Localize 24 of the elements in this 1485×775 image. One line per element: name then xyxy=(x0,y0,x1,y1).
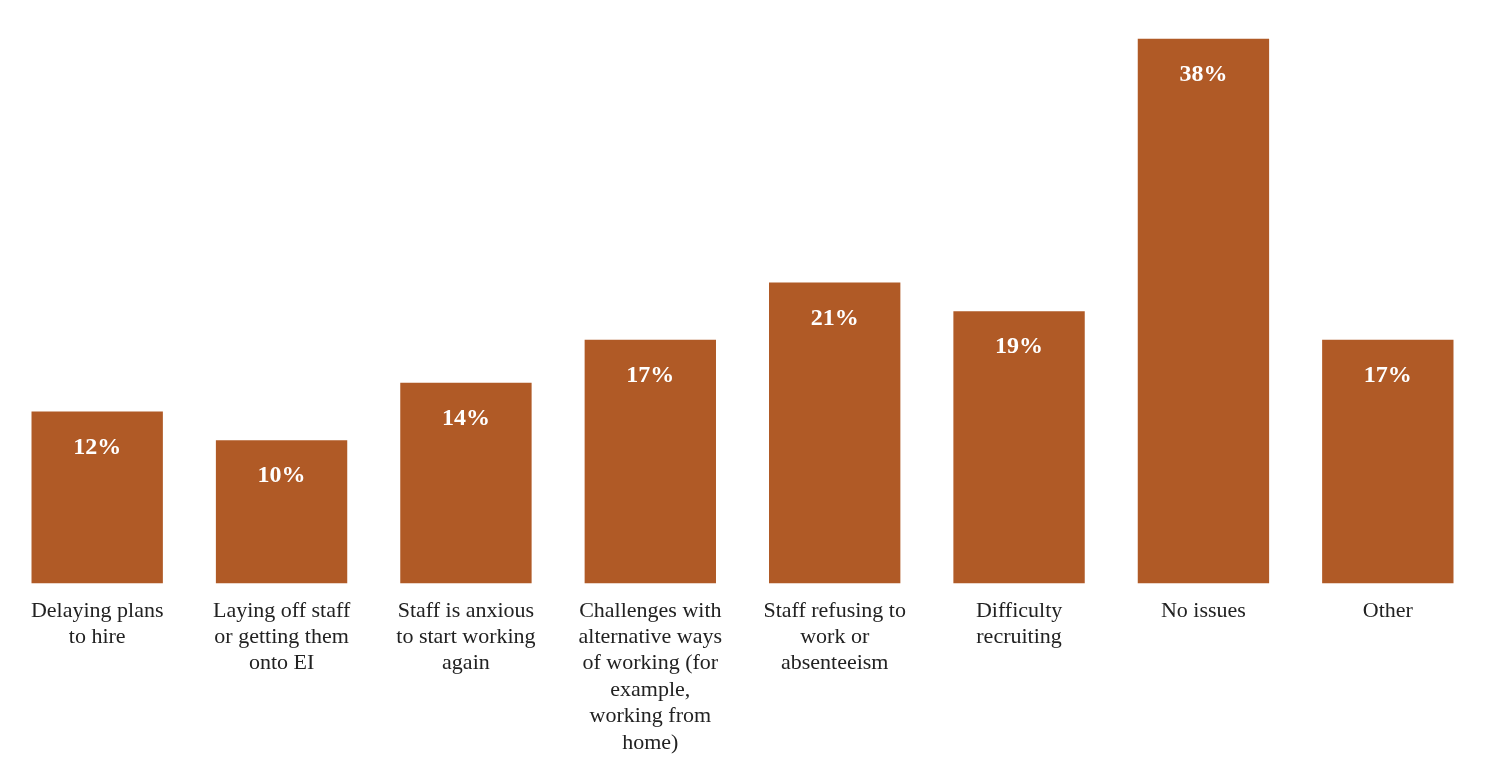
x-tick-label: Staff refusing to work or absenteeism xyxy=(763,596,906,675)
bar xyxy=(31,411,163,584)
bar xyxy=(215,440,348,584)
x-tick-label: Delaying plans to hire xyxy=(30,596,164,648)
bar xyxy=(1137,38,1270,584)
x-tick-label: No issues xyxy=(1160,596,1246,622)
data-label: 12% xyxy=(73,432,122,459)
bar xyxy=(584,339,716,584)
data-label: 17% xyxy=(1363,361,1412,388)
x-tick-label: Laying off staff or getting them onto EI xyxy=(212,596,351,675)
data-label: 10% xyxy=(257,461,306,488)
data-label: 21% xyxy=(810,303,859,330)
bar xyxy=(769,282,901,584)
x-tick-label: Staff is anxious to start working again xyxy=(396,596,536,675)
data-label: 38% xyxy=(1179,59,1228,86)
x-tick-label: Other xyxy=(1362,596,1414,622)
bar xyxy=(400,382,532,584)
bar xyxy=(1322,339,1454,584)
bar xyxy=(953,311,1085,584)
data-label: 14% xyxy=(441,404,490,431)
x-tick-label: Difficulty recruiting xyxy=(975,596,1063,648)
data-label: 17% xyxy=(626,361,675,388)
data-label: 19% xyxy=(995,332,1044,359)
x-tick-label: Challenges with alternative ways of working (for example, working from home) xyxy=(578,596,723,754)
